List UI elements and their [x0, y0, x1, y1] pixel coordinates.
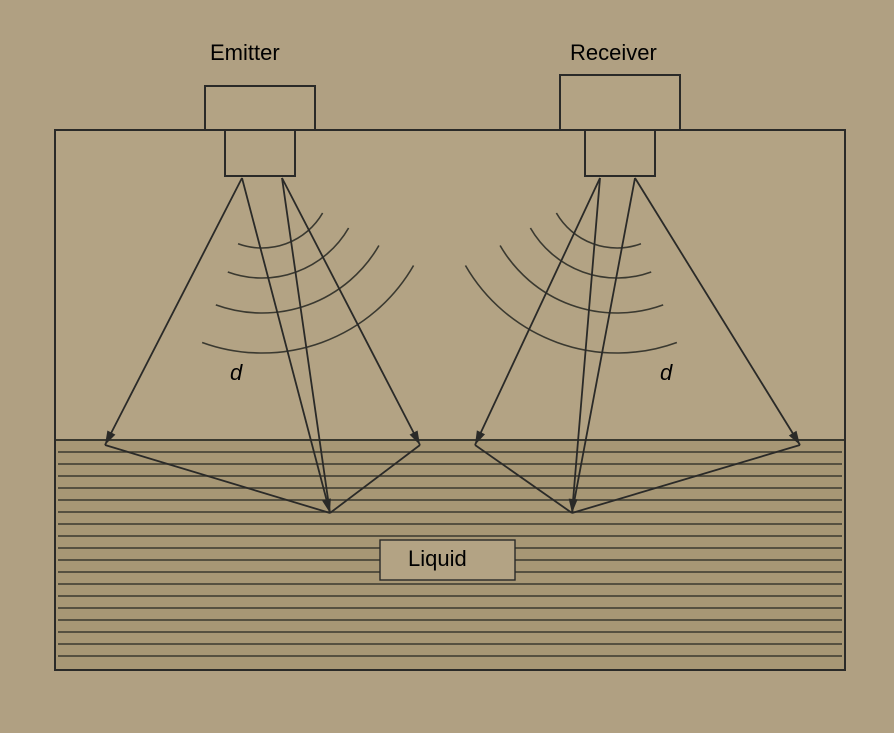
receiver-box-top — [560, 75, 680, 130]
d-label-right: d — [660, 360, 672, 386]
emitter-box-bottom — [225, 130, 295, 176]
emitter-box-top — [205, 86, 315, 130]
d-label-left: d — [230, 360, 242, 386]
liquid-label: Liquid — [408, 546, 467, 572]
receiver-box-bottom — [585, 130, 655, 176]
emitter-label: Emitter — [210, 40, 280, 66]
receiver-label: Receiver — [570, 40, 657, 66]
